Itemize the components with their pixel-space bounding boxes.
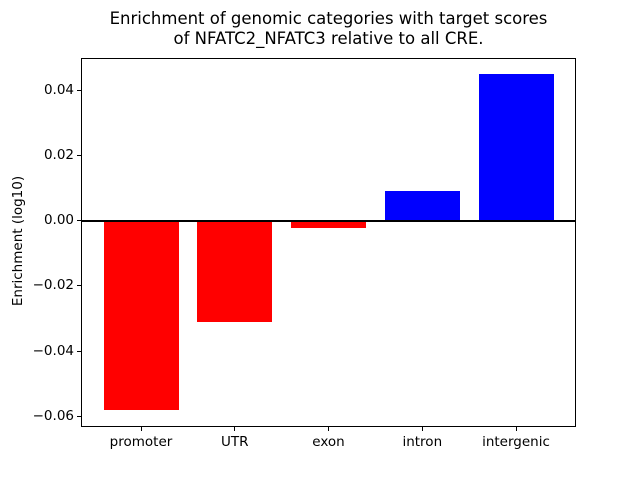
x-tick-label-intergenic: intergenic bbox=[482, 434, 550, 450]
chart-title-line-2: of NFATC2_NFATC3 relative to all CRE. bbox=[173, 28, 484, 48]
y-tick-label: −0.02 bbox=[32, 277, 74, 294]
y-tick-mark bbox=[77, 415, 81, 417]
y-tick-label: −0.04 bbox=[32, 342, 74, 359]
y-tick-mark bbox=[77, 220, 81, 221]
y-tick-label: 0.02 bbox=[43, 146, 74, 163]
y-tick-mark bbox=[77, 285, 81, 287]
y-tick-mark bbox=[77, 350, 81, 352]
y-tick-mark bbox=[77, 89, 81, 91]
bar-UTR bbox=[197, 220, 273, 323]
chart-title: Enrichment of genomic categories with ta… bbox=[81, 9, 576, 48]
chart-title-line-1: Enrichment of genomic categories with ta… bbox=[109, 9, 548, 28]
y-tick-label: 0.04 bbox=[43, 81, 74, 98]
x-tick-label-promoter: promoter bbox=[109, 434, 173, 450]
bar-promoter bbox=[103, 220, 179, 410]
x-tick-mark bbox=[421, 427, 423, 431]
x-tick-label-exon: exon bbox=[312, 434, 345, 450]
bar-intergenic bbox=[478, 73, 554, 221]
y-tick-label: −0.06 bbox=[32, 407, 74, 424]
bar-exon bbox=[291, 220, 366, 229]
x-tick-label-intron: intron bbox=[402, 434, 443, 450]
x-tick-label-UTR: UTR bbox=[221, 434, 249, 450]
x-tick-mark bbox=[328, 427, 329, 431]
y-tick-label: 0.00 bbox=[43, 212, 74, 228]
x-tick-mark bbox=[515, 427, 517, 431]
zero-line bbox=[81, 219, 576, 222]
bar-intron bbox=[384, 190, 460, 221]
x-tick-mark bbox=[140, 427, 142, 431]
y-tick-mark bbox=[77, 154, 81, 156]
x-tick-mark bbox=[234, 427, 236, 431]
